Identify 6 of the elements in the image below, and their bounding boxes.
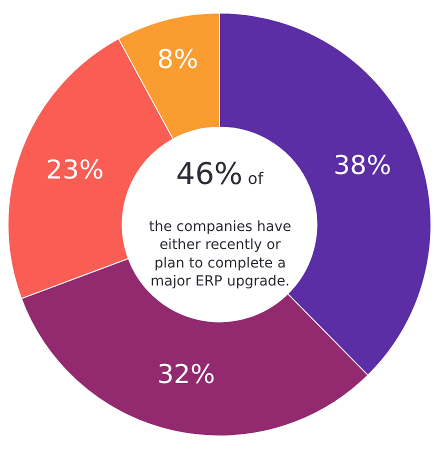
data-label: 32% [157,360,216,390]
data-label: 8% [157,45,198,76]
text: 46% of [176,157,264,192]
data-label: 38% [333,150,392,181]
text: the companies have either recently or plan to complete a major ERP upgrade. [149,219,292,290]
data-label: 23% [46,155,104,186]
